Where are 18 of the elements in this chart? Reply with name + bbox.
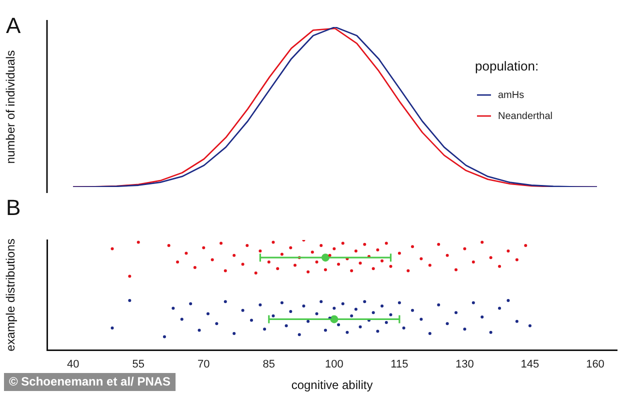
x-tick-label: 85 (262, 358, 276, 371)
x-tick-label: 70 (198, 358, 210, 371)
x-tick-label: 40 (66, 358, 80, 371)
x-tick-label: 55 (132, 358, 144, 371)
text: © Schoenemann et al/ PNAS (9, 374, 171, 388)
x-tick-label: 100 (324, 358, 344, 371)
legend-label: amHs (498, 90, 524, 101)
y-axis-title: example distributions (4, 238, 18, 352)
x-tick-label: 160 (586, 358, 604, 371)
text: B (6, 195, 21, 220)
legend-label: Neanderthal (498, 110, 552, 122)
legend-title: population: (475, 58, 539, 74)
text: A (6, 13, 21, 38)
x-tick-label: 115 (390, 358, 408, 371)
x-tick-label: 145 (520, 358, 540, 371)
y-axis-title: number of individuals (4, 50, 18, 164)
x-axis-title: cognitive ability (291, 378, 373, 392)
x-tick-label: 130 (456, 358, 474, 371)
